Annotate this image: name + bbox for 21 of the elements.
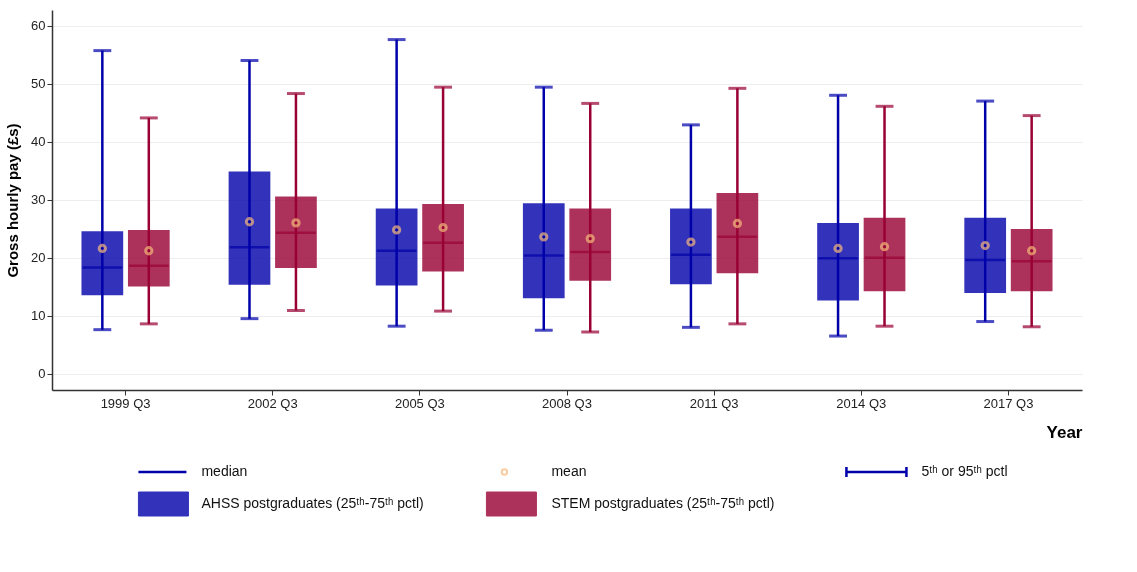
y-tick-label: 40	[31, 134, 46, 150]
y-tick-label: 20	[31, 250, 46, 266]
x-axis-title: Year	[1046, 422, 1083, 442]
y-tick-label: 50	[31, 76, 46, 92]
x-tick-label: 2011 Q3	[689, 395, 739, 411]
text: mean	[551, 463, 587, 479]
text: 5ᵗʰ or 95ᵗʰ pctl	[921, 463, 1008, 479]
x-tick-label: 1999 Q3	[100, 395, 151, 411]
y-tick-label: 30	[31, 192, 46, 208]
y-tick-label: 10	[31, 308, 46, 324]
y-tick-label: 0	[38, 366, 46, 382]
x-tick-label: 2014 Q3	[836, 395, 887, 411]
x-tick-label: 2002 Q3	[247, 395, 298, 411]
text: median	[201, 463, 248, 479]
x-tick-label: 2017 Q3	[983, 395, 1034, 411]
legend-label: AHSS postgraduates (25ᵗʰ-75ᵗʰ pctl)	[201, 495, 424, 511]
x-tick-label: 2005 Q3	[394, 395, 445, 411]
x-tick-label: 2008 Q3	[542, 395, 592, 411]
y-tick-label: 60	[31, 18, 46, 34]
legend-label: STEM postgraduates (25ᵗʰ-75ᵗʰ pctl)	[551, 495, 775, 511]
y-axis-title: Gross hourly pay (£s)	[4, 123, 22, 278]
